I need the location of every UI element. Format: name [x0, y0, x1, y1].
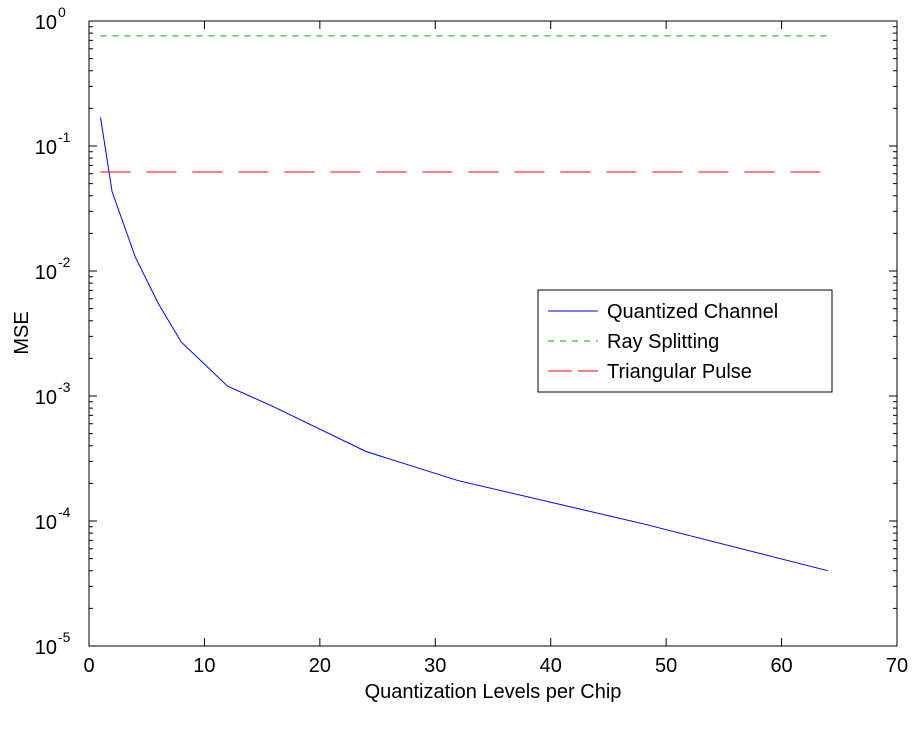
- y-tick-exponent: -1: [58, 129, 71, 145]
- y-tick-base: 10: [35, 512, 57, 534]
- y-tick-exponent: -4: [58, 504, 71, 520]
- y-tick-base: 10: [35, 12, 57, 34]
- y-tick-label: 10: [35, 262, 57, 284]
- x-tick-label: 60: [770, 655, 792, 677]
- series-layer: [100, 35, 828, 572]
- y-tick-base: 10: [35, 262, 57, 284]
- x-axis-title: Quantization Levels per Chip: [365, 681, 622, 703]
- x-tick-label: 0: [83, 655, 94, 677]
- legend-label-1: Ray Splitting: [607, 331, 719, 353]
- y-tick-label: 10: [35, 137, 57, 159]
- y-tick-label: 10: [35, 387, 57, 409]
- series-line-0: [100, 117, 828, 572]
- y-tick-base: 10: [35, 387, 57, 409]
- y-axis-title: MSE: [11, 311, 33, 354]
- legend: Quantized Channel Ray Splitting Triangular…: [537, 289, 833, 393]
- x-tick-label: 70: [886, 655, 908, 677]
- y-tick-exponent: -2: [58, 254, 71, 270]
- x-axis: 0 10 20 30 40 50 60 70: [83, 21, 908, 677]
- x-tick-label: 10: [193, 655, 215, 677]
- y-tick-exponent: -5: [58, 629, 71, 645]
- y-tick-exponent: -3: [58, 379, 71, 395]
- y-tick-base: 10: [35, 137, 57, 159]
- x-tick-label: 50: [655, 655, 677, 677]
- legend-label-2: Triangular Pulse: [607, 361, 752, 383]
- y-tick-exponent: 0: [58, 4, 66, 20]
- x-tick-label: 40: [540, 655, 562, 677]
- y-tick-label: 10: [35, 512, 57, 534]
- y-tick-base: 10: [35, 637, 57, 659]
- y-tick-label: 10: [35, 12, 57, 34]
- legend-label-0: Quantized Channel: [607, 301, 778, 323]
- y-tick-label: 10: [35, 637, 57, 659]
- x-tick-label: 20: [309, 655, 331, 677]
- x-tick-label: 30: [424, 655, 446, 677]
